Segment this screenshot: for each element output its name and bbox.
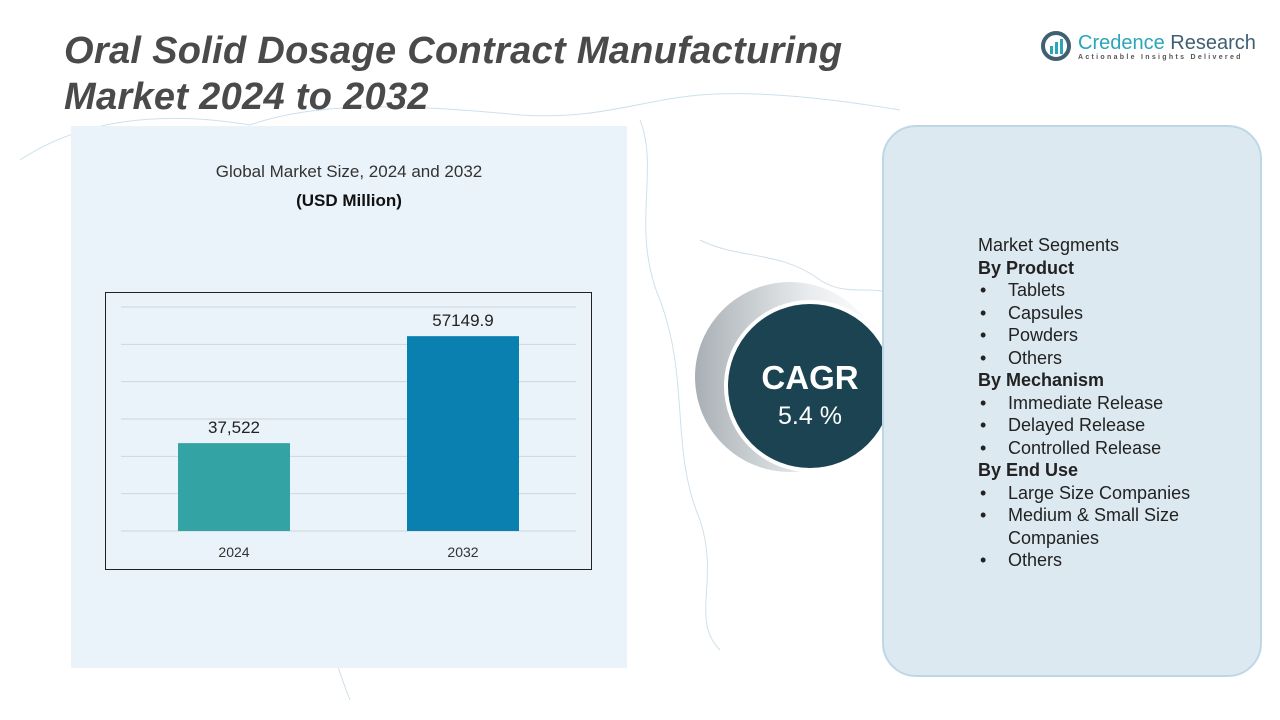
bullet-icon: • [980,415,987,435]
segment-item-label: Others [1008,550,1063,570]
bullet-icon: • [980,280,987,300]
segment-item: • Others [978,549,1208,572]
segment-item: • Delayed Release [978,414,1208,437]
segment-item: • Immediate Release [978,392,1208,415]
segment-item: • Capsules [978,302,1208,325]
bullet-icon: • [980,437,987,458]
x-tick-label: 2024 [218,544,249,560]
segment-item: • Controlled Release [978,437,1208,460]
logo-tagline: Actionable Insights Delivered [1078,53,1243,61]
bar-chart: 37,522 2024 57149.9 2032 [105,292,592,570]
cagr-value: 5.4 % [778,402,842,430]
segment-item: • Large Size Companies [978,482,1208,505]
logo-chart-icon [1041,31,1071,61]
bar-2032 [407,336,519,531]
segment-item-label: Tablets [1008,280,1066,300]
bullet-icon: • [980,550,987,570]
segment-item-label: Large Size Companies [1008,482,1191,503]
logo-name-part1: Credence [1078,31,1165,54]
segment-item: • Tablets [978,279,1208,302]
bar-2024 [178,443,290,531]
segment-item: • Others [978,347,1208,370]
chart-unit: (USD Million) [296,191,402,210]
bullet-icon: • [980,392,987,413]
data-label: 57149.9 [432,311,493,330]
cagr-badge: CAGR 5.4 % [724,300,896,472]
market-size-panel [71,126,627,668]
bar-chart-svg: 37,522 2024 57149.9 2032 [121,306,576,560]
segment-item-label: Delayed Release [1008,415,1146,435]
segment-item-label: Controlled Release [1008,437,1162,458]
data-label: 37,522 [208,418,260,437]
page-title: Oral Solid Dosage Contract Manufacturing… [64,28,842,120]
bullet-icon: • [980,482,987,503]
segment-item-label: Capsules [1008,302,1084,323]
logo-name-part2: Research [1164,31,1256,54]
credence-research-logo: Credence Research Actionable Insights De… [1040,30,1256,62]
segment-item-label: Immediate Release [1008,392,1164,413]
segment-item: • Medium & Small Size Companies [978,504,1208,549]
title-line-2: Market 2024 to 2032 [64,76,429,118]
bullet-icon: • [980,302,987,323]
segment-group-title: By Product [978,257,1075,278]
bullet-icon: • [980,505,987,525]
segment-item-label: Powders [1008,325,1079,345]
cagr-label: CAGR [761,359,859,396]
segment-item: • Powders [978,324,1208,347]
segments-panel [882,125,1262,677]
segment-group-title: By Mechanism [978,370,1105,390]
x-tick-label: 2032 [447,544,478,560]
title-line-1: Oral Solid Dosage Contract Manufacturing [64,30,843,72]
segment-item-label: Medium & Small Size Companies [1008,505,1180,548]
market-segments-list: Market Segments By Product • Tablets • Capsu… [978,234,1208,572]
segment-item-label: Others [1008,347,1063,368]
segment-group-title: By End Use [978,460,1079,480]
chart-title: Global Market Size, 2024 and 2032 [215,162,483,181]
segments-heading: Market Segments [978,235,1120,255]
bullet-icon: • [980,325,987,345]
bullet-icon: • [980,347,987,368]
